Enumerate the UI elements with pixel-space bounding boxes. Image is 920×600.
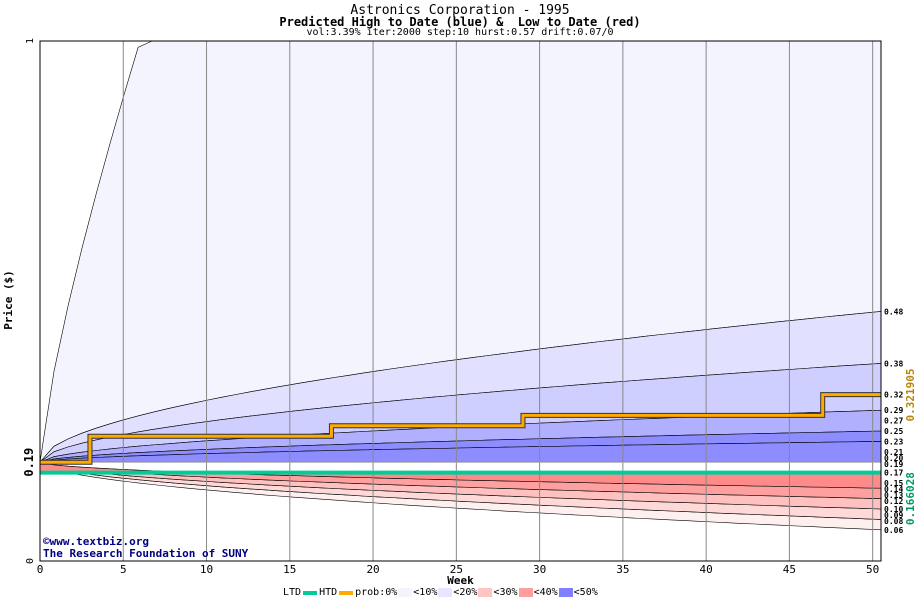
legend-swatch-20: [478, 588, 493, 597]
end-value-label: 0.23: [884, 437, 903, 446]
right-axis-high-label: 0.321905: [904, 369, 917, 422]
legend-htd-swatch: [339, 590, 354, 595]
y-tick-label: 0.19: [22, 448, 36, 477]
chart-title: Astronics Corporation - 1995: [350, 3, 570, 18]
end-value-label: 0.15: [884, 479, 903, 488]
y-tick-label: 0: [25, 558, 36, 564]
right-axis-low-label: 0.166028: [904, 472, 917, 525]
x-tick-label: 0: [37, 563, 44, 576]
x-tick-label: 25: [450, 563, 463, 576]
x-tick-label: 50: [866, 563, 879, 576]
x-axis-label: Week: [447, 574, 474, 587]
end-value-label: 0.27: [884, 417, 903, 426]
x-tick-label: 35: [616, 563, 629, 576]
legend-ltd-swatch: [303, 590, 318, 595]
x-tick-label: 30: [533, 563, 546, 576]
probability-bands: [39, 40, 882, 531]
legend-50-label: <50%: [573, 587, 598, 598]
end-value-label: 0.32: [884, 391, 903, 400]
end-value-labels: 0.48 0.38 0.32 0.29 0.270.250.23 0.210.200.19…: [884, 307, 917, 534]
x-tick-label: 5: [120, 563, 127, 576]
end-value-label: 0.25: [884, 427, 903, 436]
credit-organization: The Research Foundation of SUNY: [43, 547, 249, 560]
end-value-label: 0.12: [884, 497, 903, 506]
legend-20-label: <20%: [453, 587, 478, 598]
legend-htd-label: HTD: [319, 587, 338, 598]
x-tick-label: 15: [283, 563, 296, 576]
x-tick-label: 10: [200, 563, 213, 576]
legend-prob-label: prob:0%: [355, 587, 398, 598]
end-value-label: 0.08: [884, 517, 903, 526]
legend-swatch-40: [558, 588, 573, 597]
axes: 0 5 10 15 20 25 30 35 40 45 50 Week 0 0.19 1 Price ($): [2, 38, 882, 587]
end-value-label: 0.21: [884, 448, 903, 457]
end-value-label: 0.06: [884, 526, 903, 535]
legend-swatch-10: [438, 588, 453, 597]
end-value-label: 0.17: [884, 469, 903, 478]
end-value-label: 0.29: [884, 406, 903, 415]
legend-swatch-0: [398, 588, 413, 597]
x-tick-label: 20: [366, 563, 379, 576]
end-value-label: 0.19: [884, 460, 903, 469]
legend-40-label: <40%: [533, 587, 558, 598]
x-tick-label: 40: [700, 563, 713, 576]
legend-30-label: <30%: [493, 587, 518, 598]
credit-site: ©www.textbiz.org: [43, 535, 149, 548]
legend-ltd-label: LTD: [283, 587, 302, 598]
end-value-label: 0.09: [884, 511, 903, 520]
end-value-label: 0.10: [884, 505, 903, 514]
legend-10-label: <10%: [413, 587, 438, 598]
plot-frame: [39, 40, 882, 562]
end-value-label: 0.14: [884, 485, 903, 494]
end-value-label: 0.20: [884, 454, 903, 463]
series-lines: [40, 392, 881, 475]
legend-swatch-30: [518, 588, 533, 597]
end-value-label: 0.13: [884, 491, 903, 500]
htd-line: [40, 393, 881, 464]
chart-subtitle: Predicted High to Date (blue) & Low to D…: [279, 15, 641, 29]
chart-parameters: vol:3.39% iter:2000 step:10 hurst:0.57 d…: [306, 27, 614, 38]
y-axis-label: Price ($): [2, 270, 15, 330]
legend: LTD HTD prob:0% <10% <20% <30% <40% <50%: [283, 587, 598, 599]
end-value-label: 0.38: [884, 359, 903, 368]
x-tick-label: 45: [783, 563, 796, 576]
y-tick-label: 1: [25, 38, 36, 44]
end-value-label: 0.48: [884, 307, 903, 316]
